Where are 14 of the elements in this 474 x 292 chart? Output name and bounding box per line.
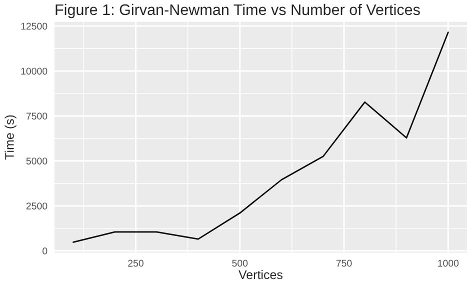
- y-tick-label: 5000: [26, 158, 48, 164]
- y-tick-label: 7500: [26, 112, 48, 120]
- x-tick-label: 250: [128, 260, 144, 267]
- y-axis-title: Time (s): [4, 115, 16, 160]
- y-tick-label: 12500: [21, 22, 48, 30]
- y-tick-label: 2500: [26, 202, 48, 210]
- line-series: [72, 32, 449, 243]
- x-axis-title: Vertices: [238, 270, 282, 280]
- y-tick-label: 0: [42, 248, 48, 254]
- x-tick-label: 500: [232, 260, 248, 267]
- x-tick-label: 750: [336, 260, 352, 267]
- chart-title: Figure 1: Girvan-Newman Time vs Number of Vertices: [56, 4, 420, 18]
- x-tick-label: 1000: [438, 260, 459, 267]
- y-tick-label: 10000: [21, 68, 48, 75]
